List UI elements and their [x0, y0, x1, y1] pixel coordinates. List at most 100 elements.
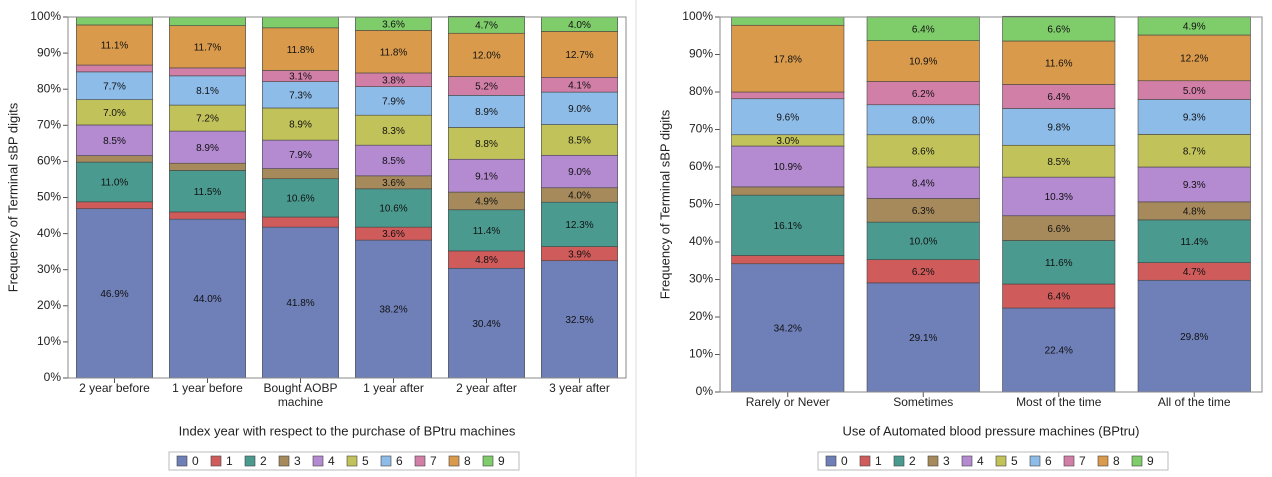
bar-segment [76, 24, 153, 66]
x-tick-label: Rarely or Never [745, 395, 830, 409]
x-tick-label-box: 1 year after [363, 381, 424, 395]
data-label: 7.0% [103, 108, 126, 119]
bar-segment [541, 201, 618, 247]
data-label: 9.0% [568, 104, 591, 115]
bar-segment [262, 139, 339, 169]
bar-segment [76, 64, 153, 73]
data-label: 46.9% [100, 289, 128, 300]
data-label: 6.4% [912, 24, 935, 35]
data-label: 30.4% [472, 319, 500, 330]
data-label: 12.2% [1180, 54, 1208, 65]
x-tick-label: Bought AOBP machine [263, 381, 338, 409]
data-label: 6.3% [912, 206, 935, 217]
bar-segment [169, 16, 246, 26]
data-label: 5.0% [1183, 86, 1206, 97]
bar-segment [448, 209, 525, 252]
data-label: 4.7% [1183, 267, 1206, 278]
data-label: 9.0% [568, 167, 591, 178]
y-axis-title: Frequency of Terminal sBP digits [5, 102, 20, 292]
y-tick-label: 100% [30, 9, 61, 23]
data-label: 4.0% [568, 20, 591, 31]
bar-segment [262, 81, 339, 109]
x-tick-label: 2 year after [456, 381, 517, 395]
bar-segment [731, 186, 845, 196]
legend-label: 9 [498, 454, 505, 468]
y-tick-label: 30% [689, 272, 713, 286]
bar-segment [262, 16, 339, 29]
data-label: 7.2% [196, 114, 219, 125]
bar-segment [448, 158, 525, 193]
legend-frame [817, 451, 1169, 471]
bar-segment [355, 86, 432, 116]
y-tick-label: 0% [44, 370, 62, 384]
data-label: 8.8% [475, 139, 498, 150]
data-label: 4.1% [568, 80, 591, 91]
y-tick-label: 10% [37, 334, 61, 348]
bar-segment [731, 145, 845, 188]
data-label: 12.7% [565, 50, 593, 61]
bar-segment [1137, 134, 1251, 168]
legend-label: 9 [1147, 454, 1154, 468]
data-label: 11.8% [287, 45, 315, 56]
x-tick-label: Sometimes [893, 395, 954, 409]
legend-swatch [825, 455, 837, 467]
bar-segment [355, 144, 432, 177]
data-label: 41.8% [286, 298, 314, 309]
legend-swatch [927, 455, 939, 467]
data-label: 8.1% [196, 86, 219, 97]
data-label: 6.4% [1047, 292, 1070, 303]
x-tick-label-box: All of the time [1158, 395, 1231, 409]
data-label: 10.9% [774, 162, 802, 173]
y-tick-label: 80% [689, 84, 713, 98]
data-label: 11.1% [101, 41, 129, 52]
data-label: 7.7% [103, 81, 126, 92]
bar-segment [76, 71, 153, 100]
data-label: 6.6% [1047, 24, 1070, 35]
x-tick-label-box: Sometimes [893, 395, 954, 409]
data-label: 3.0% [776, 136, 799, 147]
legend-label: 3 [943, 454, 950, 468]
bar-segment [76, 208, 153, 379]
legend-swatch [961, 455, 973, 467]
y-axis-title: Frequency of Terminal sBP digits [657, 109, 672, 299]
y-tick-label: 20% [37, 298, 61, 312]
data-label: 9.3% [1183, 180, 1206, 191]
plot-frame [67, 16, 627, 379]
bar-segment [541, 154, 618, 189]
x-tick-label-box: 1 year before [172, 381, 243, 395]
legend-label: 4 [328, 454, 335, 468]
bar-segment [169, 211, 246, 220]
data-label: 3.6% [382, 178, 405, 189]
x-tick-label-box: 2 year before [79, 381, 150, 395]
data-label: 16.1% [774, 221, 802, 232]
data-label: 12.0% [472, 51, 500, 62]
data-label: 22.4% [1045, 346, 1073, 357]
x-tick-label-box: Most of the time [1016, 395, 1101, 409]
data-label: 3.6% [382, 229, 405, 240]
legend-frame [168, 451, 520, 471]
data-label: 8.7% [1183, 146, 1206, 157]
y-tick-label: 80% [37, 81, 61, 95]
legend-swatch [278, 455, 290, 467]
bar-segment [262, 168, 339, 180]
data-label: 6.6% [1047, 224, 1070, 235]
bar-segment [541, 91, 618, 125]
data-label: 8.3% [382, 126, 405, 137]
y-tick-label: 60% [37, 154, 61, 168]
bar-segment [731, 16, 845, 26]
data-label: 29.8% [1180, 332, 1208, 343]
y-tick-label: 0% [696, 384, 714, 398]
data-label: 17.8% [774, 54, 802, 65]
data-label: 12.3% [565, 220, 593, 231]
data-label: 9.1% [475, 171, 498, 182]
legend-swatch [448, 455, 460, 467]
data-label: 4.0% [568, 191, 591, 202]
data-label: 11.5% [194, 187, 222, 198]
bar-segment [262, 178, 339, 218]
y-tick-label: 30% [37, 262, 61, 276]
bar-segment [731, 24, 845, 93]
data-label: 8.5% [103, 136, 126, 147]
bar-segment [448, 15, 525, 34]
x-axis-title: Use of Automated blood pressure machines… [843, 423, 1140, 438]
data-label: 4.8% [1183, 207, 1206, 218]
